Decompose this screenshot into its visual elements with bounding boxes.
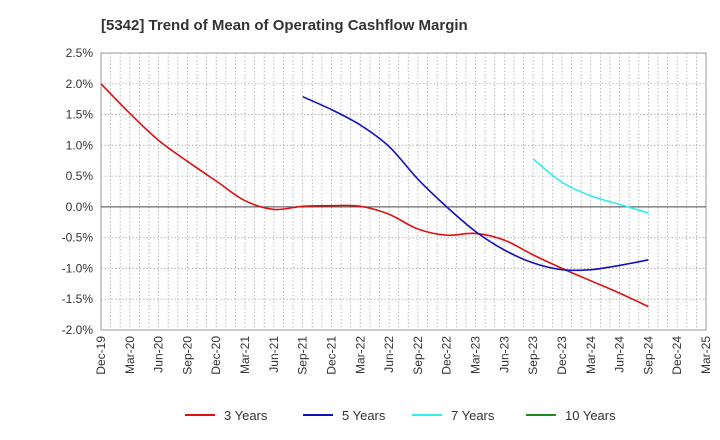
x-tick-label: Dec-23 — [555, 336, 569, 375]
chart-title: [5342] Trend of Mean of Operating Cashfl… — [101, 17, 468, 34]
x-tick-label: Jun-23 — [497, 336, 511, 373]
legend: 3 Years 5 Years 7 Years 10 Years — [185, 408, 616, 423]
y-tick-label: -0.5% — [62, 231, 94, 245]
y-tick-label: 1.5% — [66, 108, 94, 122]
x-tick-label: Mar-23 — [469, 336, 483, 374]
legend-label-10-years: 10 Years — [565, 408, 616, 423]
x-tick-label: Dec-20 — [209, 336, 223, 375]
grid-layer — [100, 52, 707, 331]
y-tick-label: 1.0% — [66, 138, 94, 152]
series-line-3-years — [100, 83, 649, 308]
y-tick-label: -1.5% — [62, 292, 94, 306]
x-tick-label: Dec-24 — [670, 336, 684, 375]
y-tick-label: -1.0% — [62, 261, 94, 275]
y-tick-label: 2.0% — [66, 77, 94, 91]
x-tick-label: Mar-24 — [584, 336, 598, 374]
x-tick-label: Jun-20 — [152, 336, 166, 373]
y-tick-label: 2.5% — [66, 46, 94, 60]
x-tick-label: Sep-22 — [411, 336, 425, 375]
x-tick-label: Dec-21 — [324, 336, 338, 375]
x-tick-label: Dec-19 — [94, 336, 108, 375]
x-tick-label: Mar-20 — [123, 336, 137, 374]
x-tick-label: Mar-22 — [353, 336, 367, 374]
y-tick-label: 0.0% — [66, 200, 94, 214]
legend-label-3-years: 3 Years — [224, 408, 268, 423]
axis-layer: -2.0% -1.5% -1.0% -0.5% 0.0% 0.5% 1.0% 1.5% 2.0%… — [62, 46, 713, 375]
x-tick-label: Dec-22 — [440, 336, 454, 375]
series-line-7-years — [532, 158, 649, 214]
legend-label-7-years: 7 Years — [451, 408, 495, 423]
x-tick-label: Mar-21 — [238, 336, 252, 374]
x-tick-label: Sep-23 — [526, 336, 540, 375]
x-tick-label: Jun-22 — [382, 336, 396, 373]
x-tick-label: Sep-20 — [180, 336, 194, 375]
x-tick-label: Jun-21 — [267, 336, 281, 373]
legend-label-5-years: 5 Years — [342, 408, 386, 423]
x-tick-label: Jun-24 — [613, 336, 627, 373]
series-layer — [100, 83, 649, 308]
x-tick-label: Mar-25 — [699, 336, 713, 374]
y-tick-label: 0.5% — [66, 169, 94, 183]
x-tick-label: Sep-21 — [296, 336, 310, 375]
y-tick-label: -2.0% — [62, 323, 94, 337]
series-line-5-years — [302, 95, 649, 272]
plot-area — [100, 52, 707, 331]
x-tick-label: Sep-24 — [641, 336, 655, 375]
